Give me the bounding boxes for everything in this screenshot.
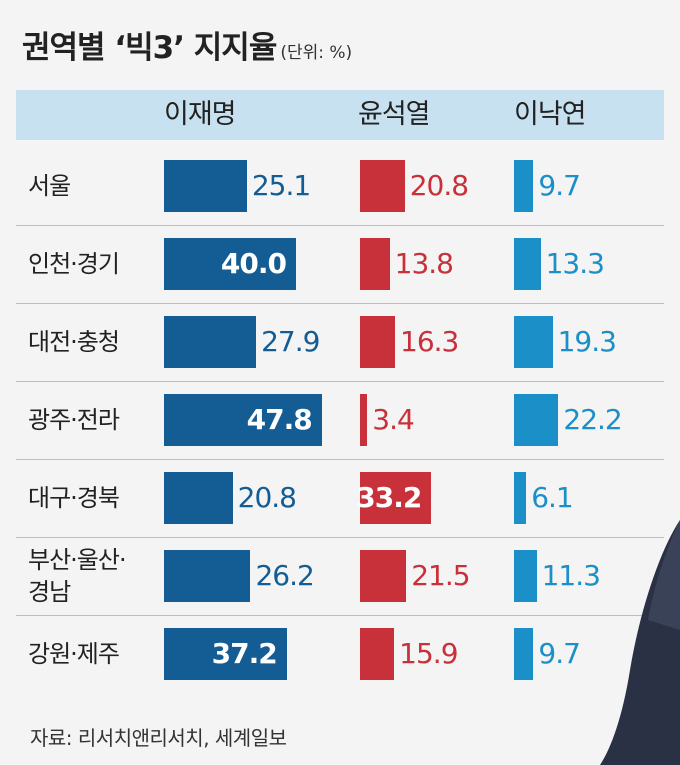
bar-yoon-sukyeol	[360, 316, 396, 368]
value-label-lee-jaemyung: 25.1	[251, 169, 311, 202]
value-label-yoon-sukyeol: 33.2	[356, 481, 422, 514]
bar-lee-jaemyung	[164, 628, 287, 680]
value-label-yoon-sukyeol: 3.4	[372, 403, 415, 436]
row-label: 대구·경북	[28, 484, 120, 512]
value-label-yoon-sukyeol: 15.9	[399, 637, 458, 670]
bar-lee-nakyon	[514, 472, 527, 524]
value-label-lee-jaemyung: 37.2	[211, 637, 278, 670]
row-divider	[16, 615, 664, 616]
bar-lee-nakyon	[514, 394, 559, 446]
value-label-lee-nakyon: 9.7	[538, 169, 581, 202]
value-label-lee-jaemyung: 47.8	[246, 403, 313, 436]
value-label-yoon-sukyeol: 21.5	[411, 559, 470, 592]
row-divider	[16, 459, 664, 460]
value-label-yoon-sukyeol: 13.8	[394, 247, 454, 280]
value-label-lee-nakyon: 19.3	[557, 325, 617, 358]
value-label-yoon-sukyeol: 20.8	[409, 169, 469, 202]
bar-lee-jaemyung	[164, 316, 257, 368]
chart-title-text: 권역별 ‘빅3’ 지지율	[22, 30, 277, 66]
row-divider	[16, 303, 664, 304]
value-label-lee-jaemyung: 26.2	[255, 559, 314, 592]
bar-lee-jaemyung	[164, 238, 296, 290]
bar-lee-nakyon	[514, 550, 537, 602]
unit-label: (단위: %)	[280, 43, 353, 63]
person-photo-fragment	[600, 520, 680, 765]
bar-lee-jaemyung	[164, 160, 247, 212]
bar-lee-jaemyung	[164, 550, 251, 602]
row-divider	[16, 381, 664, 382]
value-label-lee-nakyon: 9.7	[538, 637, 581, 670]
row-label: 강원·제주	[28, 640, 120, 668]
value-label-lee-nakyon: 11.3	[541, 559, 601, 592]
row-label: 인천·경기	[28, 250, 120, 278]
bar-lee-nakyon	[514, 238, 541, 290]
value-label-lee-jaemyung: 27.9	[261, 325, 320, 358]
source-note: 자료: 리서치앤리서치, 세계일보	[30, 726, 287, 750]
row-label: 부산·울산· 경남	[28, 546, 127, 606]
series-header-yoon-sukyeol: 윤석열	[358, 99, 431, 130]
bar-yoon-sukyeol	[360, 238, 390, 290]
bar-yoon-sukyeol	[360, 628, 395, 680]
bar-yoon-sukyeol	[360, 472, 432, 524]
chart-title: 권역별 ‘빅3’ 지지율 (단위: %)	[22, 22, 352, 67]
value-label-lee-nakyon: 6.1	[531, 481, 574, 514]
series-header-lee-nakyon: 이낙연	[514, 99, 587, 130]
row-label: 서울	[28, 172, 71, 200]
series-header-lee-jaemyung: 이재명	[164, 99, 237, 130]
value-label-lee-nakyon: 22.2	[563, 403, 622, 436]
bar-lee-jaemyung	[164, 472, 233, 524]
bar-yoon-sukyeol	[360, 394, 368, 446]
row-label: 광주·전라	[28, 406, 120, 434]
bar-lee-nakyon	[514, 628, 534, 680]
bar-lee-nakyon	[514, 160, 534, 212]
value-label-lee-jaemyung: 20.8	[237, 481, 297, 514]
row-divider	[16, 225, 664, 226]
value-label-lee-jaemyung: 40.0	[220, 247, 287, 280]
bar-yoon-sukyeol	[360, 160, 405, 212]
bar-lee-nakyon	[514, 316, 553, 368]
row-label: 대전·충청	[28, 328, 120, 356]
row-divider	[16, 537, 664, 538]
value-label-lee-nakyon: 13.3	[545, 247, 605, 280]
bar-yoon-sukyeol	[360, 550, 407, 602]
column-header-band	[16, 90, 664, 140]
value-label-yoon-sukyeol: 16.3	[400, 325, 459, 358]
bar-lee-jaemyung	[164, 394, 322, 446]
